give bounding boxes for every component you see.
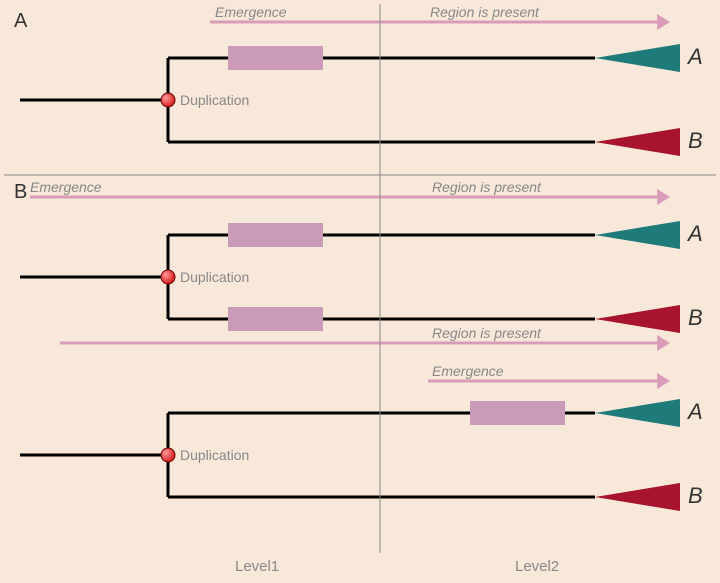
clade-a-label: A — [688, 399, 703, 425]
emergence-label: Emergence — [215, 4, 287, 20]
panel-label-a: A — [14, 10, 27, 33]
panel-label-b: B — [14, 181, 27, 204]
level2-label: Level2 — [515, 558, 559, 575]
duplication-label: Duplication — [180, 92, 249, 108]
clade-b-label: B — [688, 305, 703, 331]
level1-label: Level1 — [235, 558, 279, 575]
region-present-label: Region is present — [430, 4, 539, 20]
emergence-label: Emergence — [30, 179, 102, 195]
clade-b-label: B — [688, 483, 703, 509]
clade-b-label: B — [688, 128, 703, 154]
duplication-label: Duplication — [180, 447, 249, 463]
panel-b: BEmergenceRegion is presentDuplicationAB… — [0, 175, 720, 583]
region-present-label: Region is present — [432, 179, 541, 195]
region-present-label: Region is present — [432, 325, 541, 341]
panel-a: A Emergence Region is present Duplication A B — [0, 0, 720, 175]
duplication-label: Duplication — [180, 269, 249, 285]
diagram-root: A Emergence Region is present Duplication A B… — [0, 0, 720, 583]
clade-a-label: A — [688, 44, 703, 70]
emergence-label: Emergence — [432, 363, 504, 379]
clade-a-label: A — [688, 221, 703, 247]
